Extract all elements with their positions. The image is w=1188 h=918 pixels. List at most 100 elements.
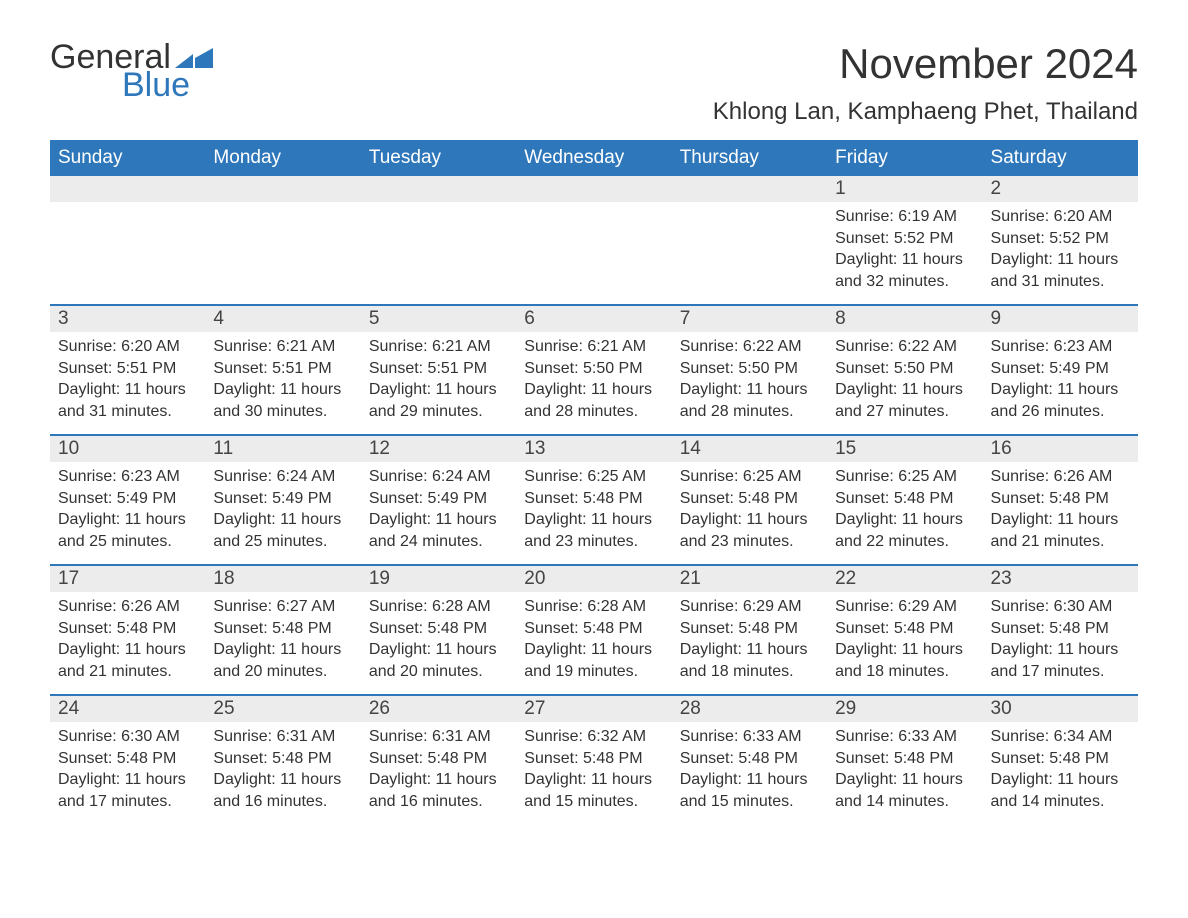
day-cell: 1Sunrise: 6:19 AMSunset: 5:52 PMDaylight… (827, 176, 982, 304)
daylight-line: Daylight: 11 hours and 19 minutes. (524, 639, 663, 682)
day-number: 22 (827, 566, 982, 592)
sunset-line: Sunset: 5:48 PM (369, 748, 508, 770)
weekday-header: Saturday (983, 140, 1138, 176)
day-number: 11 (205, 436, 360, 462)
sunset-line: Sunset: 5:48 PM (835, 618, 974, 640)
sunset-line: Sunset: 5:52 PM (835, 228, 974, 250)
sunrise-line: Sunrise: 6:20 AM (991, 206, 1130, 228)
sunrise-line: Sunrise: 6:20 AM (58, 336, 197, 358)
sunset-line: Sunset: 5:48 PM (991, 618, 1130, 640)
day-number: 1 (827, 176, 982, 202)
sunset-line: Sunset: 5:48 PM (835, 488, 974, 510)
day-number: 14 (672, 436, 827, 462)
day-number: 18 (205, 566, 360, 592)
day-body: Sunrise: 6:26 AMSunset: 5:48 PMDaylight:… (983, 462, 1138, 560)
day-number (50, 176, 205, 202)
day-cell: 6Sunrise: 6:21 AMSunset: 5:50 PMDaylight… (516, 306, 671, 434)
day-cell: 3Sunrise: 6:20 AMSunset: 5:51 PMDaylight… (50, 306, 205, 434)
day-number: 5 (361, 306, 516, 332)
header-region: General Blue November 2024 Khlong Lan, K… (50, 40, 1138, 126)
day-cell: 29Sunrise: 6:33 AMSunset: 5:48 PMDayligh… (827, 696, 982, 824)
sunrise-line: Sunrise: 6:26 AM (991, 466, 1130, 488)
sunset-line: Sunset: 5:49 PM (991, 358, 1130, 380)
sunset-line: Sunset: 5:48 PM (58, 618, 197, 640)
sunset-line: Sunset: 5:49 PM (58, 488, 197, 510)
day-cell: 19Sunrise: 6:28 AMSunset: 5:48 PMDayligh… (361, 566, 516, 694)
sunrise-line: Sunrise: 6:23 AM (58, 466, 197, 488)
sunrise-line: Sunrise: 6:22 AM (680, 336, 819, 358)
sunset-line: Sunset: 5:48 PM (213, 618, 352, 640)
day-cell: 5Sunrise: 6:21 AMSunset: 5:51 PMDaylight… (361, 306, 516, 434)
sunrise-line: Sunrise: 6:22 AM (835, 336, 974, 358)
day-body: Sunrise: 6:24 AMSunset: 5:49 PMDaylight:… (361, 462, 516, 560)
daylight-line: Daylight: 11 hours and 18 minutes. (680, 639, 819, 682)
day-body: Sunrise: 6:22 AMSunset: 5:50 PMDaylight:… (672, 332, 827, 430)
day-cell: 25Sunrise: 6:31 AMSunset: 5:48 PMDayligh… (205, 696, 360, 824)
day-body: Sunrise: 6:27 AMSunset: 5:48 PMDaylight:… (205, 592, 360, 690)
day-body: Sunrise: 6:32 AMSunset: 5:48 PMDaylight:… (516, 722, 671, 820)
day-number: 26 (361, 696, 516, 722)
sunrise-line: Sunrise: 6:30 AM (58, 726, 197, 748)
week-row: 1Sunrise: 6:19 AMSunset: 5:52 PMDaylight… (50, 176, 1138, 304)
day-body: Sunrise: 6:30 AMSunset: 5:48 PMDaylight:… (983, 592, 1138, 690)
sunset-line: Sunset: 5:51 PM (58, 358, 197, 380)
sunrise-line: Sunrise: 6:21 AM (213, 336, 352, 358)
sunset-line: Sunset: 5:48 PM (991, 748, 1130, 770)
daylight-line: Daylight: 11 hours and 24 minutes. (369, 509, 508, 552)
day-cell: 22Sunrise: 6:29 AMSunset: 5:48 PMDayligh… (827, 566, 982, 694)
daylight-line: Daylight: 11 hours and 21 minutes. (58, 639, 197, 682)
day-cell-empty (516, 176, 671, 304)
day-number: 21 (672, 566, 827, 592)
day-number: 3 (50, 306, 205, 332)
day-number: 12 (361, 436, 516, 462)
sunset-line: Sunset: 5:48 PM (680, 618, 819, 640)
sunset-line: Sunset: 5:51 PM (213, 358, 352, 380)
day-number: 4 (205, 306, 360, 332)
day-cell: 11Sunrise: 6:24 AMSunset: 5:49 PMDayligh… (205, 436, 360, 564)
day-number (672, 176, 827, 202)
day-body (672, 202, 827, 214)
daylight-line: Daylight: 11 hours and 25 minutes. (213, 509, 352, 552)
daylight-line: Daylight: 11 hours and 26 minutes. (991, 379, 1130, 422)
day-cell: 7Sunrise: 6:22 AMSunset: 5:50 PMDaylight… (672, 306, 827, 434)
day-cell: 8Sunrise: 6:22 AMSunset: 5:50 PMDaylight… (827, 306, 982, 434)
daylight-line: Daylight: 11 hours and 14 minutes. (835, 769, 974, 812)
sunset-line: Sunset: 5:49 PM (369, 488, 508, 510)
sunrise-line: Sunrise: 6:29 AM (680, 596, 819, 618)
sunrise-line: Sunrise: 6:32 AM (524, 726, 663, 748)
sunset-line: Sunset: 5:48 PM (213, 748, 352, 770)
sunset-line: Sunset: 5:48 PM (369, 618, 508, 640)
sunset-line: Sunset: 5:48 PM (524, 618, 663, 640)
day-cell: 30Sunrise: 6:34 AMSunset: 5:48 PMDayligh… (983, 696, 1138, 824)
day-number: 15 (827, 436, 982, 462)
day-number: 19 (361, 566, 516, 592)
sunset-line: Sunset: 5:52 PM (991, 228, 1130, 250)
daylight-line: Daylight: 11 hours and 17 minutes. (991, 639, 1130, 682)
daylight-line: Daylight: 11 hours and 16 minutes. (213, 769, 352, 812)
day-body: Sunrise: 6:21 AMSunset: 5:51 PMDaylight:… (361, 332, 516, 430)
day-body: Sunrise: 6:22 AMSunset: 5:50 PMDaylight:… (827, 332, 982, 430)
sunrise-line: Sunrise: 6:30 AM (991, 596, 1130, 618)
day-body: Sunrise: 6:25 AMSunset: 5:48 PMDaylight:… (827, 462, 982, 560)
day-body: Sunrise: 6:29 AMSunset: 5:48 PMDaylight:… (827, 592, 982, 690)
weeks-container: 1Sunrise: 6:19 AMSunset: 5:52 PMDaylight… (50, 176, 1138, 824)
sunrise-line: Sunrise: 6:25 AM (835, 466, 974, 488)
day-number: 13 (516, 436, 671, 462)
sunrise-line: Sunrise: 6:31 AM (213, 726, 352, 748)
sunrise-line: Sunrise: 6:34 AM (991, 726, 1130, 748)
week-row: 17Sunrise: 6:26 AMSunset: 5:48 PMDayligh… (50, 564, 1138, 694)
daylight-line: Daylight: 11 hours and 25 minutes. (58, 509, 197, 552)
daylight-line: Daylight: 11 hours and 18 minutes. (835, 639, 974, 682)
location-subtitle: Khlong Lan, Kamphaeng Phet, Thailand (713, 98, 1138, 126)
day-cell: 15Sunrise: 6:25 AMSunset: 5:48 PMDayligh… (827, 436, 982, 564)
day-cell: 17Sunrise: 6:26 AMSunset: 5:48 PMDayligh… (50, 566, 205, 694)
sunrise-line: Sunrise: 6:25 AM (680, 466, 819, 488)
day-body (50, 202, 205, 214)
sunrise-line: Sunrise: 6:33 AM (835, 726, 974, 748)
day-body: Sunrise: 6:25 AMSunset: 5:48 PMDaylight:… (672, 462, 827, 560)
day-body: Sunrise: 6:24 AMSunset: 5:49 PMDaylight:… (205, 462, 360, 560)
day-number: 20 (516, 566, 671, 592)
logo-text-blue: Blue (122, 68, 213, 102)
sunrise-line: Sunrise: 6:29 AM (835, 596, 974, 618)
calendar: SundayMondayTuesdayWednesdayThursdayFrid… (50, 140, 1138, 824)
